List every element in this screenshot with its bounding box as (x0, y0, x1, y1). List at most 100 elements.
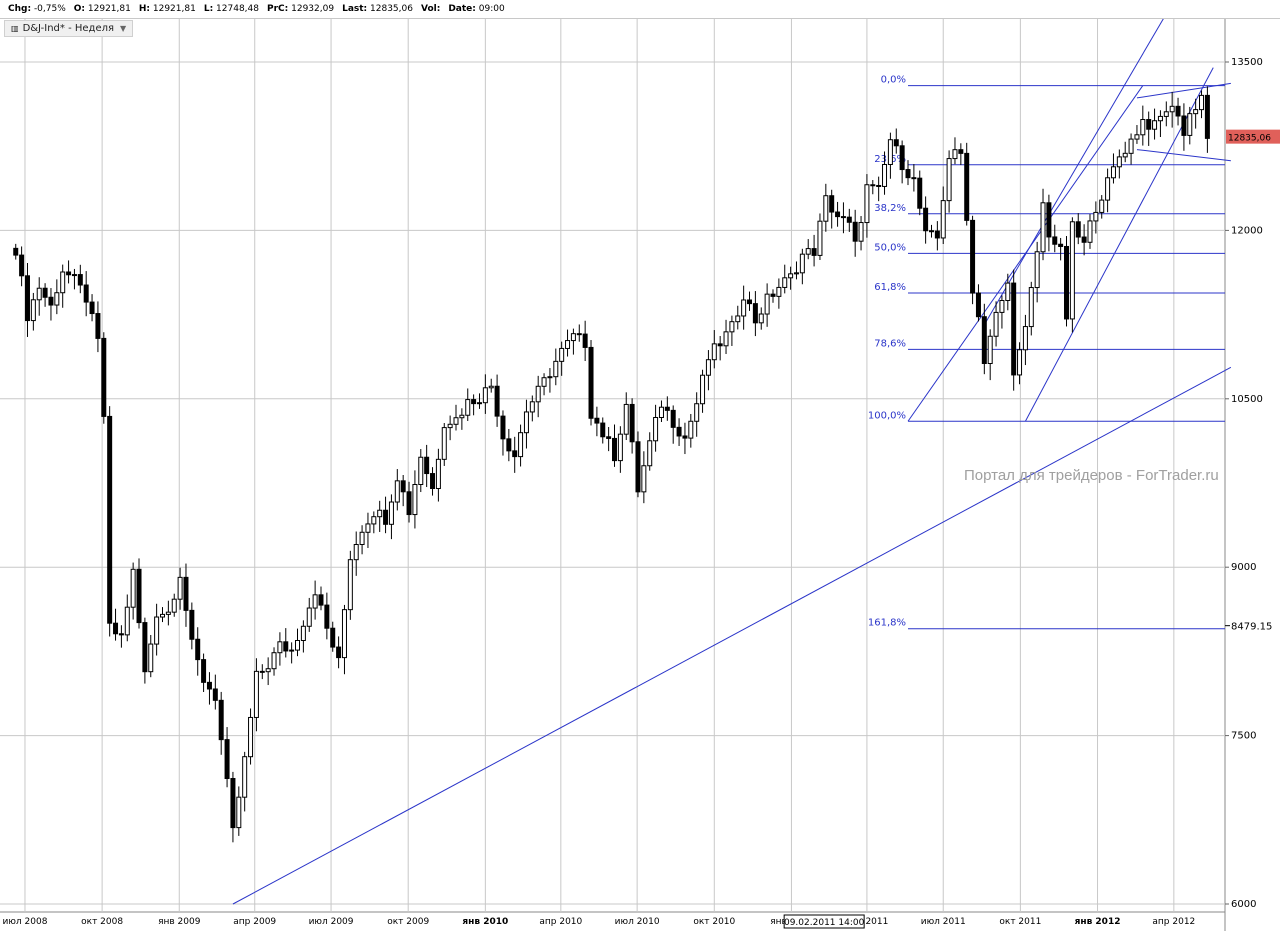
candle (1046, 194, 1052, 252)
level-marker-label: 8479.15 (1231, 622, 1272, 633)
fibonacci-levels: 0,0%23,6%38,2%50,0%61,8%78,6%100,0%161,8… (868, 75, 1225, 630)
high-value: H: 12921,81 (138, 4, 196, 14)
candle-body-down (83, 284, 89, 303)
candle (218, 691, 224, 755)
candle-body-down (970, 219, 976, 294)
candle-body-up (312, 594, 318, 609)
candle (576, 324, 582, 342)
fib-level-label: 61,8% (874, 282, 906, 293)
candle (940, 186, 946, 245)
candle-body-up (547, 376, 553, 379)
candle (752, 291, 758, 337)
candle (365, 512, 371, 549)
candle (1005, 273, 1011, 311)
candle-body-up (887, 139, 893, 165)
candle-body-up (776, 286, 782, 297)
candle (236, 786, 242, 836)
candle (952, 137, 958, 165)
chevron-down-icon[interactable]: ▼ (120, 24, 127, 33)
candle-body-down (336, 646, 342, 659)
candle (1122, 141, 1128, 163)
fib-level-label: 0,0% (881, 75, 906, 86)
candle (312, 580, 318, 620)
candle (858, 216, 864, 251)
candle (676, 418, 682, 446)
candle (482, 374, 488, 414)
candle-body-up (688, 420, 694, 439)
chart-grid (0, 18, 1226, 931)
candle (271, 647, 277, 676)
trendline (983, 13, 1167, 325)
candle (154, 603, 160, 656)
candle (430, 467, 436, 496)
candle-body-down (899, 145, 905, 171)
candle-body-down (682, 435, 688, 439)
candle (500, 410, 506, 456)
candle-body-up (617, 433, 623, 462)
candle-body-down (230, 778, 236, 829)
candle (1128, 133, 1134, 165)
candle-body-down (24, 275, 30, 322)
candle-body-up (529, 401, 535, 413)
candle (923, 196, 929, 244)
candle-body-up (1140, 119, 1146, 136)
candle (688, 413, 694, 448)
symbol-tab[interactable]: ▥ D&J-Ind* - Неделя ▼ (4, 20, 134, 37)
candle (964, 142, 970, 226)
x-axis: июл 2008 окт 2008 янв 2009 апр 2009 июл 2009… (2, 914, 1195, 929)
x-tick-label: июл 2009 (309, 917, 354, 927)
candle (1116, 149, 1122, 179)
candle (195, 627, 201, 676)
candle-body-up (253, 670, 259, 718)
candle (177, 567, 183, 610)
candle (870, 180, 876, 195)
candle-body-up (741, 299, 747, 317)
change-value: Chg: -0,75% (8, 4, 66, 14)
candle (83, 271, 89, 317)
candle-body-up (535, 385, 541, 403)
candle-body-up (271, 652, 277, 670)
candle (999, 295, 1005, 329)
candle (242, 751, 248, 812)
candle (1134, 125, 1140, 144)
candle-body-down (612, 437, 617, 462)
candle (970, 215, 976, 305)
candle-body-up (148, 643, 154, 673)
candle (512, 436, 518, 473)
candle (735, 305, 741, 330)
x-tick-label: окт 2009 (387, 917, 429, 927)
candle-body-up (453, 417, 459, 425)
candle-body-down (811, 248, 817, 256)
candle (418, 449, 424, 493)
x-tick-label: окт 2008 (81, 917, 123, 927)
candle (758, 307, 764, 330)
candle (107, 406, 113, 637)
candle-body-up (1193, 109, 1199, 115)
candle-body-up (171, 598, 177, 613)
last-price-tag (1226, 129, 1280, 144)
candle (1075, 213, 1081, 245)
candle (283, 628, 289, 658)
watermark: Портал для трейдеров - ForTrader.ru (964, 467, 1219, 484)
candle-body-up (300, 625, 306, 641)
candle (1199, 90, 1205, 119)
candle-body-up (265, 668, 271, 673)
candle-body-up (365, 523, 371, 533)
candle-body-down (95, 313, 101, 339)
candle-body-down (89, 301, 95, 315)
candle-body-down (324, 604, 330, 629)
candle (694, 392, 700, 437)
candle (230, 771, 236, 843)
candle (306, 597, 312, 632)
candle-body-down (1081, 236, 1087, 243)
candle-body-down (1046, 202, 1052, 238)
candle-body-up (647, 440, 653, 467)
candle-body-down (911, 177, 917, 180)
candle-body-up (559, 347, 565, 362)
candle (905, 160, 911, 186)
candle (882, 151, 888, 195)
last-value: Last: 12835,06 (342, 4, 413, 14)
candle-body-up (347, 559, 353, 611)
candle (148, 634, 154, 678)
